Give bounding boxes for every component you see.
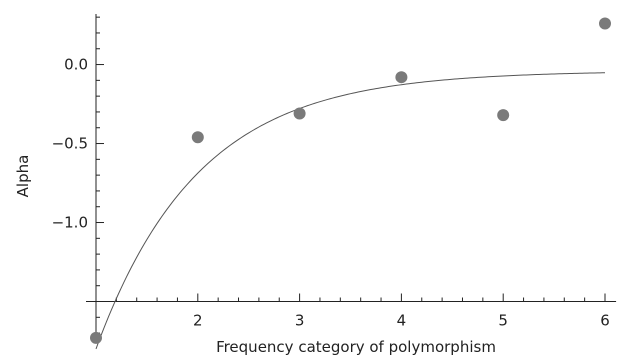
axes	[86, 14, 617, 341]
x-minor-ticks	[115, 297, 586, 302]
data-point	[293, 107, 306, 120]
data-point	[90, 331, 102, 344]
data-point	[599, 17, 611, 30]
fitted-curve	[95, 72, 606, 350]
y-major-ticks	[96, 64, 104, 303]
data-point	[497, 109, 510, 122]
y-tick-label: −0.5	[52, 135, 88, 153]
y-axis-title: Alpha	[14, 155, 32, 198]
y-tick-label: −1.0	[52, 214, 88, 232]
x-tick-label: 3	[295, 312, 305, 330]
x-axis-title: Frequency category of polymorphism	[216, 338, 496, 356]
y-minor-ticks	[96, 16, 100, 334]
y-tick-label: 0.0	[64, 56, 88, 74]
data-points	[90, 17, 611, 344]
x-tick-labels: 2 3 4 5 6	[193, 312, 610, 330]
x-major-ticks	[197, 293, 606, 302]
x-tick-label: 5	[498, 312, 508, 330]
x-tick-label: 4	[397, 312, 407, 330]
x-tick-label: 2	[193, 312, 203, 330]
x-tick-label: 6	[600, 312, 610, 330]
y-tick-labels: 0.0 −0.5 −1.0	[52, 56, 88, 232]
data-point	[395, 71, 408, 84]
data-point	[191, 131, 204, 144]
